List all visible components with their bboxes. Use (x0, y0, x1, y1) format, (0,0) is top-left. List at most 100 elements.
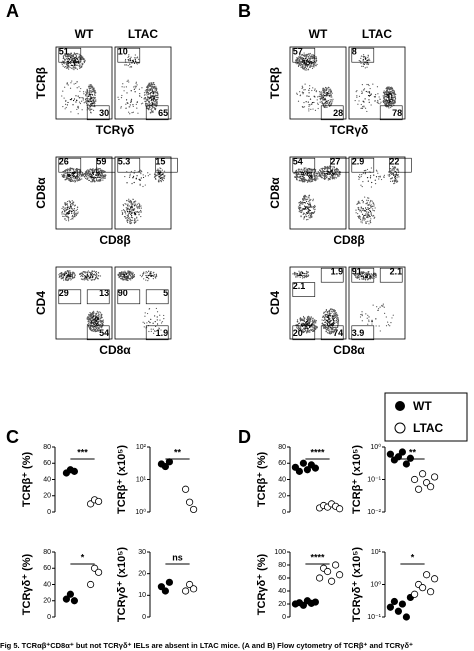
event-dot (335, 312, 337, 314)
event-dot (305, 55, 307, 57)
event-dot (139, 209, 142, 212)
event-dot (91, 89, 93, 91)
event-dot (136, 84, 138, 86)
gate-percentage: 59 (96, 157, 106, 167)
event-dot (332, 310, 334, 312)
event-dot (363, 106, 365, 108)
event-dot (314, 204, 316, 207)
event-dot (94, 317, 96, 320)
event-dot (363, 57, 365, 59)
event-dot (367, 314, 369, 316)
event-dot (134, 219, 136, 221)
event-dot (133, 181, 135, 184)
event-dot (385, 102, 387, 104)
event-dot (305, 321, 307, 323)
event-dot (362, 60, 364, 62)
event-dot (308, 87, 311, 90)
event-dot (133, 221, 135, 224)
event-dot (367, 271, 369, 273)
event-dot (146, 94, 148, 96)
event-dot (358, 272, 360, 274)
event-dot (322, 103, 324, 105)
event-dot (69, 274, 71, 277)
event-dot (365, 276, 367, 279)
event-dot (298, 326, 300, 329)
event-dot (310, 198, 312, 201)
event-dot (89, 109, 91, 112)
event-dot (125, 207, 127, 209)
event-dot (305, 213, 307, 215)
event-dot (127, 203, 129, 205)
event-dot (295, 175, 297, 177)
event-dot (383, 306, 385, 308)
event-dot (326, 87, 329, 89)
event-dot (77, 212, 79, 215)
flow-plot (348, 266, 406, 340)
event-dot (90, 168, 92, 171)
event-dot (75, 101, 77, 103)
event-dot (302, 57, 304, 59)
event-dot (385, 91, 387, 93)
gate-percentage: 15 (155, 157, 165, 167)
event-dot (69, 275, 72, 278)
event-dot (90, 174, 93, 176)
event-dot (367, 204, 369, 206)
event-dot (92, 180, 94, 183)
event-dot (314, 88, 316, 90)
event-dot (94, 316, 97, 318)
event-dot (366, 168, 369, 171)
event-dot (104, 175, 106, 178)
event-dot (304, 324, 306, 326)
gate-percentage: 91 (352, 267, 362, 277)
event-dot (118, 276, 120, 278)
event-dot (314, 170, 317, 173)
event-dot (302, 199, 304, 201)
event-dot (79, 176, 81, 178)
event-dot (299, 322, 301, 324)
event-dot (308, 215, 310, 217)
event-dot (64, 208, 66, 210)
event-dot (326, 328, 328, 331)
event-dot (397, 168, 399, 170)
data-point (70, 597, 79, 605)
event-dot (316, 171, 318, 173)
event-dot (99, 324, 101, 326)
event-dot (126, 64, 128, 66)
event-dot (64, 270, 66, 273)
event-dot (149, 88, 151, 90)
event-dot (69, 66, 71, 69)
event-dot (391, 180, 394, 182)
event-dot (354, 273, 356, 275)
event-dot (63, 274, 66, 277)
event-dot (306, 330, 309, 333)
event-dot (308, 170, 310, 172)
event-dot (76, 81, 78, 83)
event-dot (131, 276, 133, 278)
event-dot (302, 178, 304, 181)
event-dot (75, 55, 77, 57)
event-dot (298, 170, 300, 172)
event-dot (131, 206, 133, 208)
event-dot (299, 274, 301, 276)
event-dot (125, 277, 127, 279)
y-axis-label: TCRβ⁺ (x10⁵) (351, 445, 363, 514)
event-dot (126, 217, 128, 219)
event-dot (126, 204, 129, 206)
event-dot (368, 278, 370, 280)
event-dot (127, 279, 129, 282)
event-dot (72, 180, 74, 182)
event-dot (95, 276, 97, 278)
event-dot (90, 112, 92, 114)
event-dot (77, 53, 79, 55)
event-dot (95, 177, 98, 179)
event-dot (89, 103, 92, 105)
event-dot (121, 212, 124, 214)
event-dot (359, 218, 362, 221)
event-dot (134, 211, 136, 214)
event-dot (148, 85, 150, 87)
event-dot (361, 174, 363, 176)
event-dot (130, 274, 132, 276)
event-dot (92, 90, 94, 93)
event-dot (374, 96, 376, 98)
gate-percentage: 22 (389, 157, 399, 167)
